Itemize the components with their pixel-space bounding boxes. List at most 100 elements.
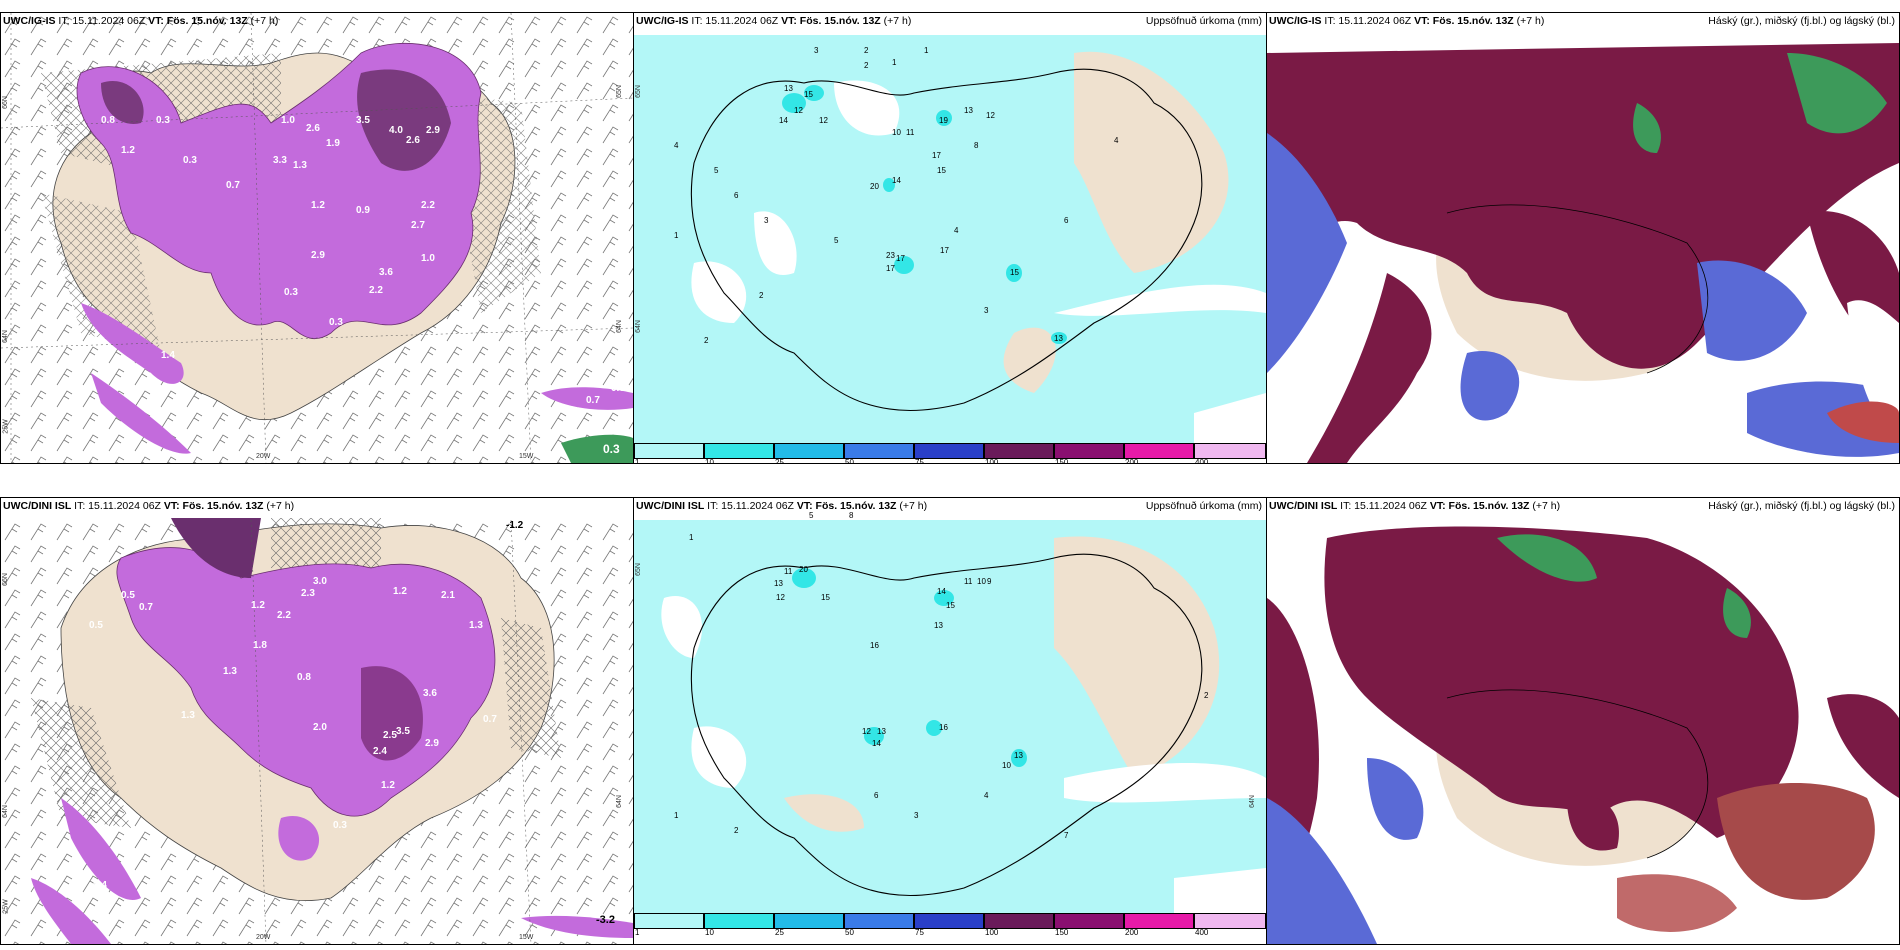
temp-label: 1.3 xyxy=(181,710,195,721)
precip-label: 13 xyxy=(784,84,793,93)
colorbar-tick: 25 xyxy=(775,928,784,937)
lat-label: 64N xyxy=(615,795,623,808)
precip-label: 20 xyxy=(799,565,808,574)
lon-label: 20W xyxy=(256,934,271,941)
temp-label: 2.2 xyxy=(277,610,291,621)
colorbar-tick: 150 xyxy=(1055,458,1069,464)
precip-label: 7 xyxy=(1064,831,1069,840)
panel-variable-label: Háský (gr.), miðský (fj.bl.) og lágský (… xyxy=(1708,500,1895,512)
temp-label: 1.0 xyxy=(421,253,435,264)
precip-label: 3 xyxy=(814,46,819,55)
precip-label: 1 xyxy=(892,58,897,67)
lon-label: 15W xyxy=(519,453,534,460)
precip-label: 2 xyxy=(734,826,739,835)
lon-label: 15W xyxy=(519,934,534,941)
temp-labels: -1.2 2.1 0.5 0.7 1.2 2.3 3.0 2.2 1.2 1.8… xyxy=(89,520,615,926)
temp-label: 2.9 xyxy=(425,738,439,749)
temp-label: 0.8 xyxy=(297,672,311,683)
precip-label: 15 xyxy=(1010,268,1019,277)
precip-label: 5 xyxy=(714,166,719,175)
precip-label: 15 xyxy=(937,166,946,175)
lon-label: 25W xyxy=(2,899,10,914)
lon-label: 20W xyxy=(256,453,271,460)
temp-label: 0.3 xyxy=(284,287,298,298)
precip-label: 13 xyxy=(964,106,973,115)
precip-label: 20 xyxy=(870,182,879,191)
precip-label: 5 xyxy=(834,236,839,245)
temp-label-corner: 0.3 xyxy=(603,442,620,456)
precip-label: 11 xyxy=(964,577,973,586)
colorbar-tick: 200 xyxy=(1125,458,1139,464)
precip-label: 16 xyxy=(939,723,948,732)
precip-label: 14 xyxy=(872,739,881,748)
panel-title: UWC/DINI ISL IT: 15.11.2024 06Z VT: Fös.… xyxy=(1269,500,1561,512)
temp-label: 1.0 xyxy=(281,115,295,126)
colorbar-tick: 100 xyxy=(985,458,999,464)
temp-label: 1.9 xyxy=(326,138,340,149)
temp-label: 2.6 xyxy=(306,123,320,134)
colorbar-tick: 25 xyxy=(775,458,784,464)
temp-label: 1.8 xyxy=(253,640,267,651)
temp-label: 1.3 xyxy=(469,620,483,631)
precip-label: 23 xyxy=(886,251,895,260)
lat-label: 65N xyxy=(615,85,623,98)
precip-label: 11 xyxy=(784,567,793,576)
temp-label: -1.2 xyxy=(506,520,524,531)
temp-label: 3.6 xyxy=(423,688,437,699)
precip-label: 4 xyxy=(954,226,959,235)
lat-label: 65N xyxy=(634,85,642,98)
colorbar-swatch xyxy=(634,443,704,459)
precip-label: 13 xyxy=(774,579,783,588)
temp-label: 0.5 xyxy=(177,17,191,28)
precip-label: 12 xyxy=(776,593,785,602)
colorbar-tick: 75 xyxy=(915,928,924,937)
precip-label: 1 xyxy=(924,46,929,55)
colorbar-swatch xyxy=(704,443,774,459)
temp-label: 0.7 xyxy=(226,180,240,191)
panel-variable-label: Uppsöfnuð úrkoma (mm) xyxy=(1145,500,1262,512)
precip-label: 2 xyxy=(864,46,869,55)
precip-label: 14 xyxy=(779,116,788,125)
temp-label: 0.3 xyxy=(333,820,347,831)
colorbar-swatch xyxy=(984,913,1054,929)
temp-label: 2.6 xyxy=(406,135,420,146)
panel-variable-label: Uppsöfnuð úrkoma (mm) xyxy=(1145,15,1262,27)
panel-clouds-bottom: UWC/DINI ISL IT: 15.11.2024 06Z VT: Fös.… xyxy=(1266,497,1900,945)
panel-temp-wind-bottom: UWC/DINI ISL IT: 15.11.2024 06Z VT: Fös.… xyxy=(0,497,634,945)
colorbar: 1 10 25 50 75 100 150 200 400 xyxy=(634,913,1266,937)
panel-precip-bottom: UWC/DINI ISL IT: 15.11.2024 06Z VT: Fös.… xyxy=(633,497,1267,945)
colorbar-tick: 400 xyxy=(1195,458,1209,464)
precip-label: 10 xyxy=(892,128,901,137)
colorbar-tick: 50 xyxy=(845,928,854,937)
temp-label: 0.5 xyxy=(121,590,135,601)
precip-label: 19 xyxy=(939,116,948,125)
cloud-map xyxy=(1267,520,1899,944)
colorbar-tick: 10 xyxy=(705,928,714,937)
precip-label: 12 xyxy=(862,727,871,736)
temp-label: 1.2 xyxy=(311,200,325,211)
precip-label: 13 xyxy=(1054,334,1063,343)
temp-label: 2.5 xyxy=(383,730,397,741)
colorbar-swatch xyxy=(634,913,704,929)
panel-variable-label: Háský (gr.), miðský (fj.bl.) og lágský (… xyxy=(1708,15,1895,27)
precip-label: 15 xyxy=(804,90,813,99)
temp-label: 2.7 xyxy=(411,220,425,231)
precip-label: 12 xyxy=(794,106,803,115)
temp-label: 0.7 xyxy=(586,395,600,406)
colorbar-tick: 400 xyxy=(1195,928,1209,937)
precip-map: 5 8 1 11 20 13 12 15 14 15 11 10 9 13 16… xyxy=(634,511,1266,920)
iceland-coastline xyxy=(690,68,1203,411)
colorbar-swatch xyxy=(1124,443,1194,459)
colorbar-swatch xyxy=(1194,443,1266,459)
precip-label: 8 xyxy=(849,511,854,520)
panel-clouds-top: UWC/IG-IS IT: 15.11.2024 06Z VT: Fös. 15… xyxy=(1266,12,1900,464)
temp-label: 0.5 xyxy=(611,383,625,394)
temp-label: 1.2 xyxy=(251,600,265,611)
precip-label: 5 xyxy=(809,511,814,520)
precip-label: 17 xyxy=(896,254,905,263)
lat-label: 64N xyxy=(1,805,9,818)
temp-label: 2.9 xyxy=(311,250,325,261)
precip-label: 17 xyxy=(886,264,895,273)
lat-label: 64N xyxy=(1,330,9,343)
temp-label: 2.2 xyxy=(369,285,383,296)
